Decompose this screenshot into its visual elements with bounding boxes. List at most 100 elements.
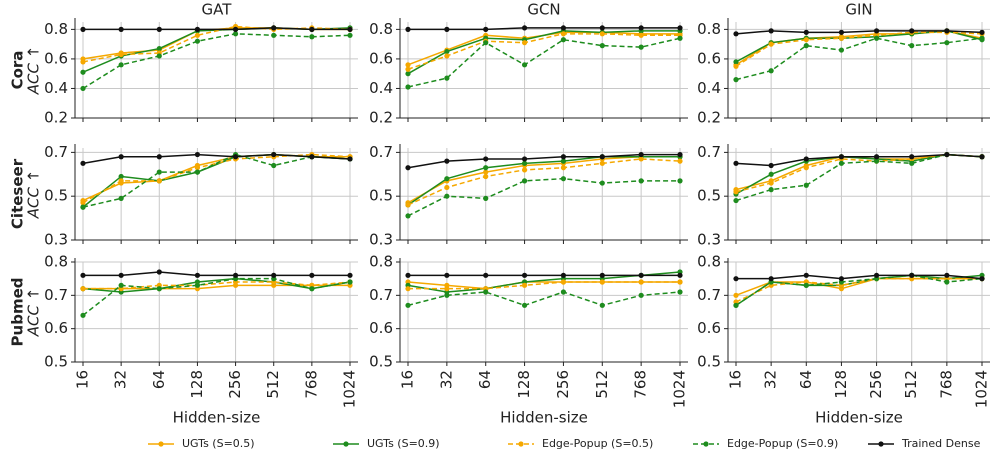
point [405,302,411,308]
y-tick-label: 0.2 [369,109,393,127]
point [271,162,277,169]
point [444,286,450,292]
x-axis-label: Hidden-size [815,409,903,427]
point [560,176,567,182]
point [873,158,880,164]
row-metric: ACC ↑ [25,170,43,220]
point [677,158,683,164]
point [803,156,809,162]
point [944,151,950,158]
y-tick-label: 0.6 [697,319,721,337]
point [405,272,411,278]
point [521,160,528,166]
point [271,25,277,31]
point [638,44,644,50]
point [405,286,411,292]
point [873,35,880,41]
point [599,302,605,308]
legend-label: UGTs (S=0.5) [182,437,255,450]
x-tick-label: 768 [937,370,955,399]
point [733,189,739,195]
point [232,154,239,160]
point [309,26,315,32]
point [944,28,950,34]
point [347,279,353,285]
y-tick-label: 0.4 [697,79,721,97]
y-tick-label: 0.7 [697,143,721,161]
point [80,272,86,278]
point [768,180,774,186]
y-tick-label: 0.7 [369,143,393,161]
point [521,272,528,278]
point [405,71,411,77]
point [599,160,605,166]
point [118,178,124,184]
x-tick-label: 1024 [973,370,991,408]
point [768,162,774,169]
series-line [407,291,681,307]
point [232,272,239,278]
point [599,25,605,31]
point [156,154,162,160]
point [733,160,739,166]
point [483,195,489,201]
point [156,269,162,275]
legend-marker [518,441,524,447]
point [733,302,739,308]
point [944,272,950,278]
x-tick-label: 64 [476,370,494,389]
point [873,272,880,278]
series-line [735,274,983,306]
point [677,35,683,41]
y-tick-label: 0.5 [369,187,393,205]
point [309,34,315,40]
point [768,171,774,177]
point [444,48,450,55]
point [768,41,774,47]
point [521,178,528,184]
series-line [407,30,680,75]
point [118,154,124,160]
point [271,151,277,158]
point [80,312,86,318]
point [347,26,353,32]
point [405,66,411,72]
series-line [736,274,983,280]
point [521,302,528,308]
y-tick-label: 0.5 [369,353,393,371]
point [873,154,880,160]
point [347,32,353,38]
point [483,173,489,180]
point [80,160,86,166]
point [271,272,277,278]
point [873,28,880,34]
point [768,276,774,282]
point [80,85,86,92]
legend-marker [703,441,709,447]
point [638,292,644,298]
point [194,282,201,288]
point [194,38,201,44]
x-tick-label: 64 [150,370,168,389]
row-label: Citeseer [9,158,27,229]
row-metric: ACC ↑ [25,46,43,96]
point [909,272,915,278]
point [271,32,277,38]
series-line [82,33,351,90]
point [733,197,739,204]
point [768,68,774,74]
point [444,272,450,278]
point [405,62,411,68]
point [194,32,201,38]
point [838,160,845,166]
y-tick-label: 0.7 [44,143,68,161]
y-tick-label: 0.6 [369,319,393,337]
point [80,69,86,75]
point [733,31,739,37]
point [444,26,450,32]
point [979,35,985,41]
series-line [407,153,680,169]
point [979,276,985,282]
point [521,282,528,288]
